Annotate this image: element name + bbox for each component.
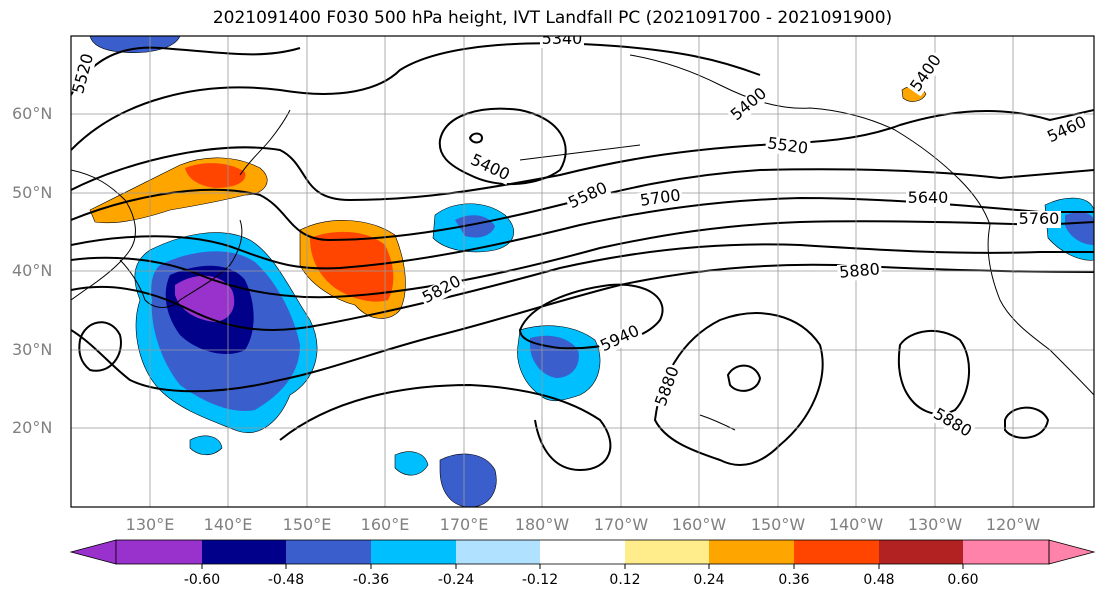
colorbar-ticks <box>201 564 964 569</box>
contour-5460 <box>71 42 761 151</box>
colorbar-segment <box>625 540 709 564</box>
colorbar-label: -0.60 <box>183 572 221 588</box>
lon-label: 140°W <box>828 515 884 534</box>
asia-coast <box>71 169 136 301</box>
contour-5880-main <box>71 263 1094 393</box>
colorbar-segment <box>456 540 540 564</box>
lat-label: 20°N <box>12 418 53 437</box>
aleutian-islands <box>519 144 641 161</box>
lon-label: 120°W <box>985 515 1041 534</box>
kamchatka-coast <box>239 109 291 176</box>
colorbar-segment <box>286 540 371 564</box>
korea-japan-coast <box>119 219 243 308</box>
contour-label: 5760 <box>1019 209 1060 228</box>
colorbar-segment <box>963 540 1049 564</box>
lon-label: 150°W <box>750 515 806 534</box>
colorbar-segment <box>794 540 879 564</box>
negative-anomaly-aleutian-2 <box>455 215 495 238</box>
map-frame <box>70 35 1095 508</box>
lon-label: 180°W <box>514 515 570 534</box>
negative-anomaly-small <box>189 435 223 456</box>
lon-label: 140°E <box>203 515 253 534</box>
colorbar-segment <box>116 540 202 564</box>
contour-label: 5640 <box>908 188 949 207</box>
colorbar-label: 0.12 <box>609 572 641 588</box>
negative-anomaly-west-coast-2 <box>1065 212 1094 245</box>
negative-anomaly-south-2 <box>394 451 429 476</box>
colorbar-label: 0.24 <box>693 572 725 588</box>
lat-label: 30°N <box>12 340 53 359</box>
positive-anomaly-okhotsk-2 <box>185 163 246 188</box>
lat-label: 40°N <box>12 261 53 280</box>
colorbar-label: -0.24 <box>437 572 475 588</box>
colorbar-label: 0.48 <box>863 572 895 588</box>
contour-5820 <box>71 243 1094 331</box>
colorbar-segment <box>879 540 963 564</box>
contour-5880-east <box>653 312 824 466</box>
colorbar-extend-right <box>1048 539 1096 565</box>
colorbar-label: 0.60 <box>947 572 979 588</box>
colorbar-frame <box>115 539 1050 565</box>
lon-label: 160°E <box>360 515 410 534</box>
lat-label: 50°N <box>12 183 53 202</box>
height-contours <box>71 42 1094 472</box>
contour-5520 <box>71 109 1094 202</box>
contour-5880-far-east <box>897 329 971 415</box>
contour-5880-south <box>279 383 612 472</box>
colorbar-segment <box>202 540 286 564</box>
contour-5400-low <box>438 107 567 186</box>
alaska-coast <box>629 54 991 226</box>
contour-label: 5880 <box>838 259 880 281</box>
lat-label: 60°N <box>12 104 53 123</box>
lon-label: 150°E <box>282 515 332 534</box>
lon-label: 170°E <box>439 515 489 534</box>
contour-5760 <box>71 220 1094 299</box>
contour-label: 5340 <box>542 29 583 48</box>
contour-5940 <box>518 283 664 350</box>
na-west-coast <box>987 224 1094 396</box>
colorbar <box>69 539 1096 569</box>
hawaii <box>699 414 736 431</box>
colorbar-segment <box>540 540 625 564</box>
colorbar-segment <box>709 540 794 564</box>
contour-5700 <box>71 196 1094 270</box>
colorbar-label: -0.48 <box>267 572 305 588</box>
negative-anomaly-south <box>439 453 497 507</box>
colorbar-label: -0.12 <box>521 572 559 588</box>
lon-label: 130°E <box>125 515 175 534</box>
contour-ring-west <box>78 321 122 372</box>
contour-small-low-1 <box>726 364 762 392</box>
colorbar-extend-left <box>69 539 117 565</box>
colorbar-label: 0.36 <box>778 572 810 588</box>
lon-label: 130°W <box>907 515 963 534</box>
contour-5580 <box>71 168 1094 242</box>
lon-label: 170°W <box>593 515 649 534</box>
colorbar-segment <box>371 540 456 564</box>
map-title: 2021091400 F030 500 hPa height, IVT Land… <box>212 8 893 28</box>
coastlines <box>71 54 1094 431</box>
lon-label: 160°W <box>671 515 727 534</box>
colorbar-label: -0.36 <box>352 572 390 588</box>
contour-small-low-3 <box>468 132 484 144</box>
